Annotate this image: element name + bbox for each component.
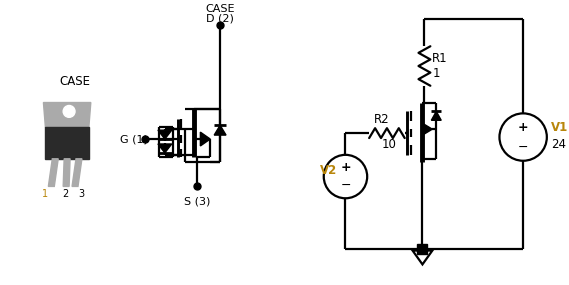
Polygon shape (200, 132, 211, 146)
Text: V1: V1 (551, 121, 568, 134)
Text: 1: 1 (432, 67, 440, 80)
Text: R1: R1 (432, 52, 448, 65)
Text: 2: 2 (62, 190, 68, 199)
Polygon shape (63, 159, 70, 186)
Text: 3: 3 (78, 190, 84, 199)
Polygon shape (72, 159, 82, 186)
Text: CASE: CASE (60, 75, 90, 88)
Polygon shape (214, 125, 226, 135)
Text: 24: 24 (551, 139, 566, 151)
Polygon shape (431, 111, 441, 120)
Text: +: + (340, 161, 351, 174)
Text: −: − (340, 179, 351, 192)
Text: −: − (518, 141, 529, 153)
Polygon shape (46, 127, 89, 159)
Text: R2: R2 (374, 113, 390, 126)
Polygon shape (158, 144, 172, 153)
Polygon shape (48, 159, 58, 186)
Polygon shape (422, 123, 432, 135)
Text: +: + (518, 121, 529, 134)
Circle shape (63, 105, 75, 117)
Text: 10: 10 (381, 139, 397, 151)
Text: CASE: CASE (205, 4, 235, 14)
Text: 1: 1 (42, 190, 48, 199)
Polygon shape (43, 103, 91, 127)
Text: S (3): S (3) (184, 196, 211, 206)
Text: D (2): D (2) (206, 14, 234, 24)
Text: V2: V2 (320, 164, 337, 177)
Text: G (1): G (1) (120, 134, 148, 144)
Polygon shape (158, 130, 172, 139)
